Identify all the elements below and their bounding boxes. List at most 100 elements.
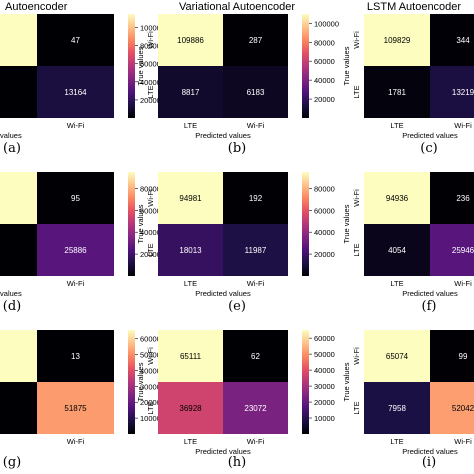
row-tick-label: LTE: [352, 401, 361, 414]
heatmap-cell: [364, 172, 430, 224]
col-tick-label: Wi-Fi: [454, 279, 472, 288]
heatmap-cell: [364, 66, 430, 118]
heatmap-cell: [158, 66, 223, 118]
col-tick-label: Wi-Fi: [454, 121, 472, 130]
heatmap-panel-b: Variational Autoencoder 109886 287 8817 6183…: [136, 1, 339, 156]
panel-caption: (f): [422, 299, 437, 314]
colorbar-tick-label: 80000: [314, 184, 335, 193]
heatmap-cell: [0, 14, 37, 66]
heatmap-panel-c: LSTM Autoencoder 109829 344 1781 13219 Wi-Fi L…: [342, 1, 474, 156]
heatmap-cell: [223, 382, 288, 434]
colorbar: [302, 14, 309, 118]
cell-value-label: 47: [71, 36, 80, 45]
cell-value-label: 99: [459, 352, 468, 361]
heatmap-cell: [0, 172, 37, 224]
heatmap-cell: [158, 330, 223, 382]
y-axis-label: True values: [136, 204, 145, 243]
heatmap-cell: [223, 224, 288, 276]
heatmap-cell: [158, 14, 223, 66]
colorbar: [302, 172, 309, 276]
colorbar-tick-label: 60000: [140, 206, 161, 215]
cell-value-label: 8817: [182, 88, 200, 97]
colorbar: [128, 172, 135, 276]
heatmap-cell: [430, 66, 474, 118]
colorbar: [302, 330, 309, 434]
cell-value-label: 25946: [452, 246, 474, 255]
x-axis-label: Predicted values: [0, 131, 22, 140]
colorbar: [128, 330, 135, 434]
cell-value-label: 94981: [179, 194, 202, 203]
heatmap-cell: [0, 224, 37, 276]
colorbar-tick-label: 20000: [140, 96, 161, 105]
cell-value-label: 344: [456, 36, 470, 45]
cell-value-label: 13: [71, 352, 80, 361]
colorbar-tick-label: 100000: [314, 19, 339, 28]
colorbar-tick-label: 30000: [140, 382, 161, 391]
colorbar-tick-label: 40000: [314, 228, 335, 237]
heatmap-cell: [158, 224, 223, 276]
col-tick-label: LTE: [390, 437, 403, 446]
panel-caption: (a): [3, 141, 21, 156]
row-tick-label: Wi-Fi: [352, 189, 361, 207]
x-axis-label: Predicted values: [195, 447, 251, 456]
col-tick-label: LTE: [184, 437, 197, 446]
row-tick-label: Wi-Fi: [146, 189, 155, 207]
heatmap-cell: [0, 330, 37, 382]
cell-value-label: 7958: [388, 404, 406, 413]
cell-value-label: 109829: [384, 36, 411, 45]
cell-value-label: 1781: [388, 88, 406, 97]
cell-value-label: 23072: [244, 404, 267, 413]
colorbar-tick-label: 80000: [314, 38, 335, 47]
colorbar-tick-label: 20000: [314, 95, 335, 104]
colorbar-tick-label: 20000: [140, 398, 161, 407]
heatmap-cell: [37, 224, 114, 276]
col-tick-label: Wi-Fi: [247, 279, 265, 288]
row-tick-label: LTE: [352, 85, 361, 98]
col-tick-label: Wi-Fi: [247, 437, 265, 446]
cell-value-label: 192: [249, 194, 263, 203]
x-axis-label: Predicted values: [195, 131, 251, 140]
row-tick-label: LTE: [146, 401, 155, 414]
heatmap-cell: [223, 14, 288, 66]
y-axis-label: True values: [136, 362, 145, 401]
heatmap-cell: [364, 382, 430, 434]
cell-value-label: 287: [249, 36, 263, 45]
panel-caption: (c): [420, 141, 437, 156]
cell-value-label: 11987: [245, 246, 267, 255]
col-tick-label: Wi-Fi: [67, 437, 85, 446]
panel-caption: (i): [422, 455, 436, 470]
col-tick-label: LTE: [184, 121, 197, 130]
colorbar-tick-label: 40000: [140, 366, 161, 375]
row-tick-label: Wi-Fi: [146, 31, 155, 49]
cell-value-label: 13164: [64, 88, 87, 97]
panel-caption: (g): [3, 455, 21, 470]
colorbar-tick-label: 60000: [140, 335, 161, 344]
heatmap-cell: [37, 66, 114, 118]
cell-value-label: 52042: [452, 404, 474, 413]
heatmap-cell: [430, 172, 474, 224]
heatmap-cell: [223, 172, 288, 224]
colorbar-tick-label: 40000: [314, 76, 335, 85]
cell-value-label: 4054: [388, 246, 406, 255]
panel-caption: (b): [228, 141, 246, 156]
cell-value-label: 94936: [386, 194, 409, 203]
heatmap-cell: [430, 224, 474, 276]
row-tick-label: Wi-Fi: [352, 347, 361, 365]
colorbar-tick-label: 60000: [314, 334, 335, 343]
heatmap-cell: [37, 330, 114, 382]
cell-value-label: 36928: [179, 404, 202, 413]
heatmap-cell: [364, 14, 430, 66]
heatmap-cell: [430, 330, 474, 382]
cell-value-label: 236: [456, 194, 470, 203]
colorbar-tick-label: 80000: [140, 184, 161, 193]
colorbar-tick-label: 60000: [140, 60, 161, 69]
row-tick-label: Wi-Fi: [146, 347, 155, 365]
heatmap-panel-a: Autoencoder 47 13164 Wi-Fi Predicted values 2…: [0, 1, 165, 156]
heatmap-cell: [364, 330, 430, 382]
row-tick-label: LTE: [146, 243, 155, 256]
cell-value-label: 95: [71, 194, 80, 203]
col-tick-label: LTE: [184, 279, 197, 288]
colorbar-tick-label: 20000: [140, 250, 161, 259]
